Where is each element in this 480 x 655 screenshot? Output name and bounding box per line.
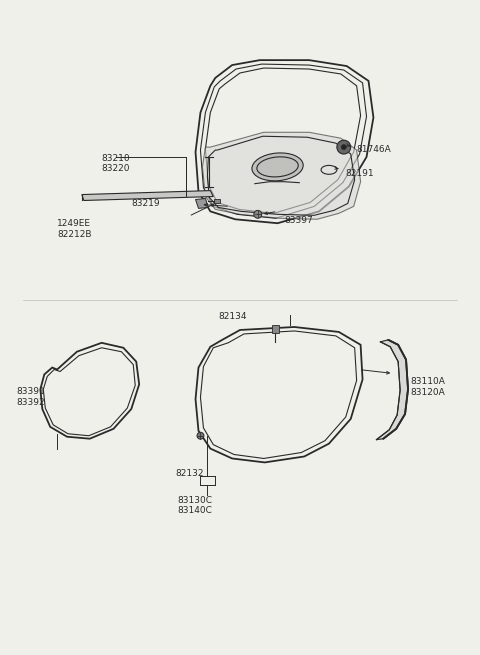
Text: 81746A: 81746A [357, 145, 391, 154]
Text: 83130C
83140C: 83130C 83140C [178, 496, 213, 515]
Polygon shape [82, 191, 213, 200]
Polygon shape [203, 132, 360, 219]
Circle shape [254, 210, 262, 218]
Ellipse shape [252, 153, 303, 181]
Text: 83397: 83397 [285, 216, 313, 225]
Text: 82134: 82134 [218, 312, 247, 321]
Text: 82191: 82191 [346, 169, 374, 178]
Bar [272, 325, 278, 333]
Text: 1249EE
82212B: 1249EE 82212B [57, 219, 92, 238]
Polygon shape [195, 198, 208, 208]
Bar [214, 200, 220, 204]
Text: 82132: 82132 [176, 470, 204, 478]
Circle shape [197, 432, 204, 440]
Text: 83210
83220: 83210 83220 [102, 154, 130, 174]
Circle shape [341, 145, 346, 149]
Polygon shape [376, 340, 408, 440]
Text: 83110A
83120A: 83110A 83120A [410, 377, 445, 397]
Text: 83219: 83219 [131, 200, 160, 208]
Text: 83391
83392: 83391 83392 [17, 387, 46, 407]
Circle shape [337, 140, 351, 154]
